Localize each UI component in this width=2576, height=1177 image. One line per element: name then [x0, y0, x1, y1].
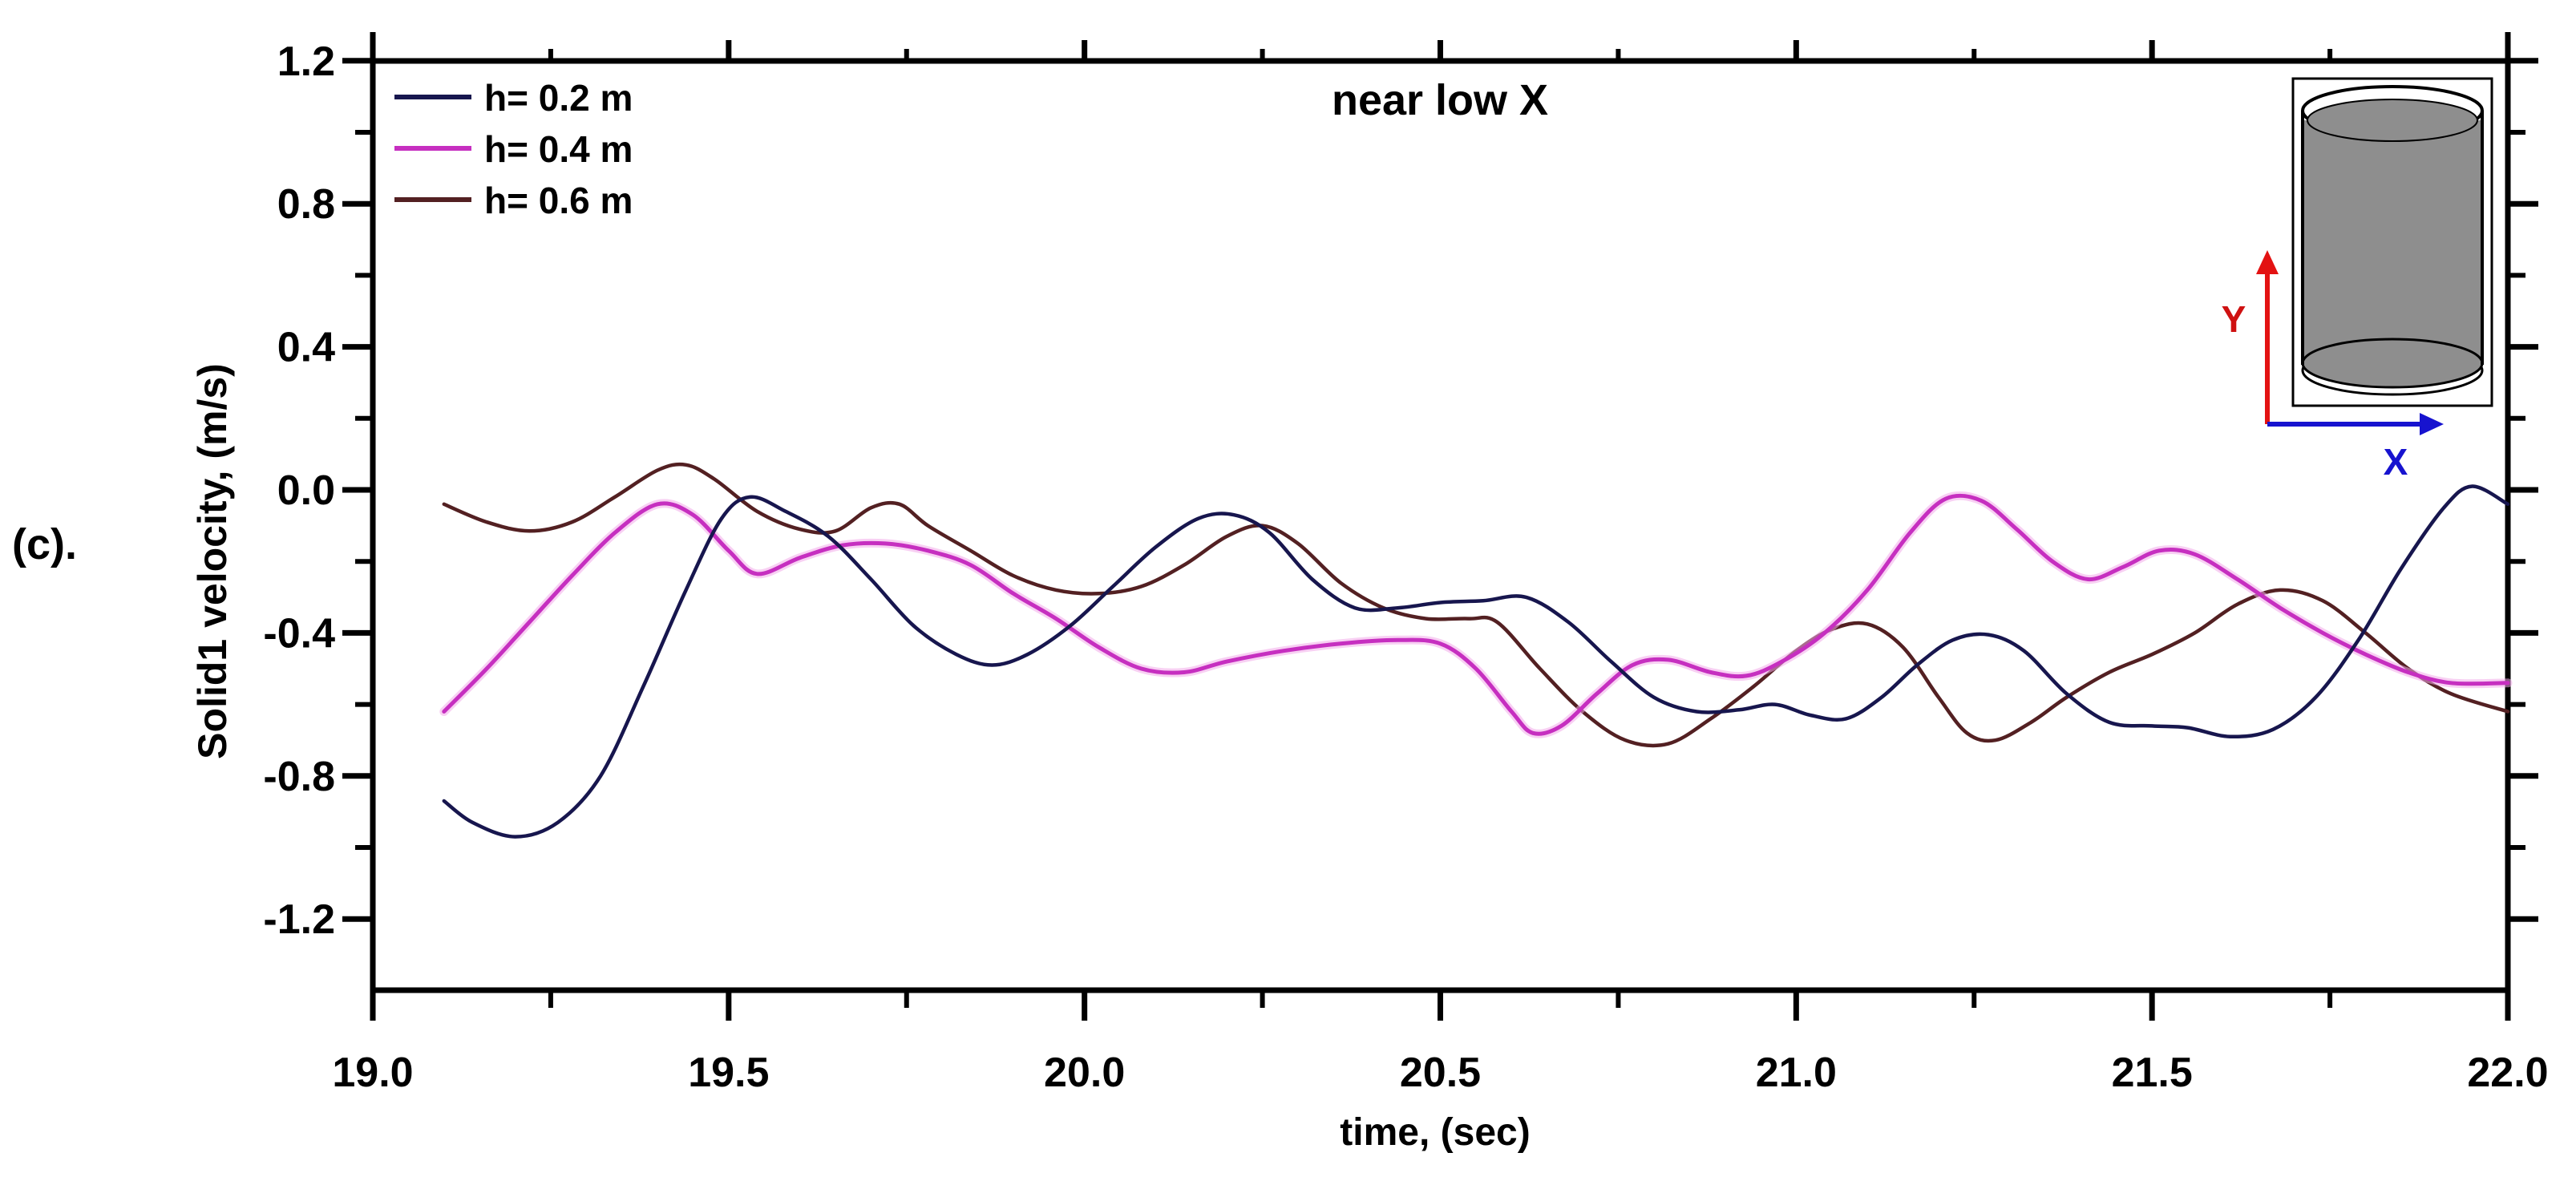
- legend-label: h= 0.6 m: [484, 180, 633, 221]
- x-tick-label: 19.0: [332, 1050, 413, 1096]
- x-tick-label: 21.0: [1756, 1050, 1837, 1096]
- axes-frame: 1.2 0.8 0.4 0.0 -0.4 -0.8 -1.2 19.0 19.5 20.0 20.5…: [263, 32, 2549, 1096]
- x-tick-label: 19.5: [688, 1050, 769, 1096]
- x-tick-label: 21.5: [2112, 1050, 2193, 1096]
- y-tick-label: -0.8: [263, 754, 335, 800]
- data-curves: [439, 462, 2513, 839]
- y-direction-arrow: [2256, 250, 2279, 424]
- y-tick-label: 1.2: [277, 38, 335, 85]
- y-tick-label: -1.2: [263, 896, 335, 943]
- chart-title: near low X: [1332, 76, 1548, 124]
- inset-y-label: Y: [2222, 298, 2246, 340]
- legend-label: h= 0.4 m: [484, 128, 633, 170]
- cylinder-icon: [2301, 85, 2484, 396]
- inset-geometry-sketch: Y X: [2222, 77, 2493, 483]
- series-line-h= 0.2 m: [442, 484, 2510, 839]
- series-halo-h= 0.4 m: [439, 491, 2513, 738]
- y-tick-label: 0.8: [277, 181, 335, 228]
- panel-label: (c).: [12, 520, 77, 568]
- y-tick-label: 0.4: [277, 325, 335, 371]
- y-tick-label: -0.4: [263, 610, 335, 657]
- x-tick-label: 20.0: [1044, 1050, 1125, 1096]
- y-tick-label: 0.0: [277, 467, 335, 514]
- y-axis-title: Solid1 velocity, (m/s): [190, 363, 235, 759]
- series-line-h= 0.4 m: [442, 493, 2510, 736]
- x-tick-label: 20.5: [1400, 1050, 1481, 1096]
- inset-x-label: X: [2384, 441, 2408, 483]
- x-axis-title: time, (sec): [1340, 1111, 1530, 1154]
- series-line-h= 0.6 m: [442, 462, 2510, 748]
- legend: h= 0.2 m h= 0.4 m h= 0.6 m: [394, 77, 633, 221]
- x-direction-arrow: [2267, 413, 2444, 435]
- x-tick-label: 22.0: [2467, 1050, 2548, 1096]
- legend-label: h= 0.2 m: [484, 77, 633, 119]
